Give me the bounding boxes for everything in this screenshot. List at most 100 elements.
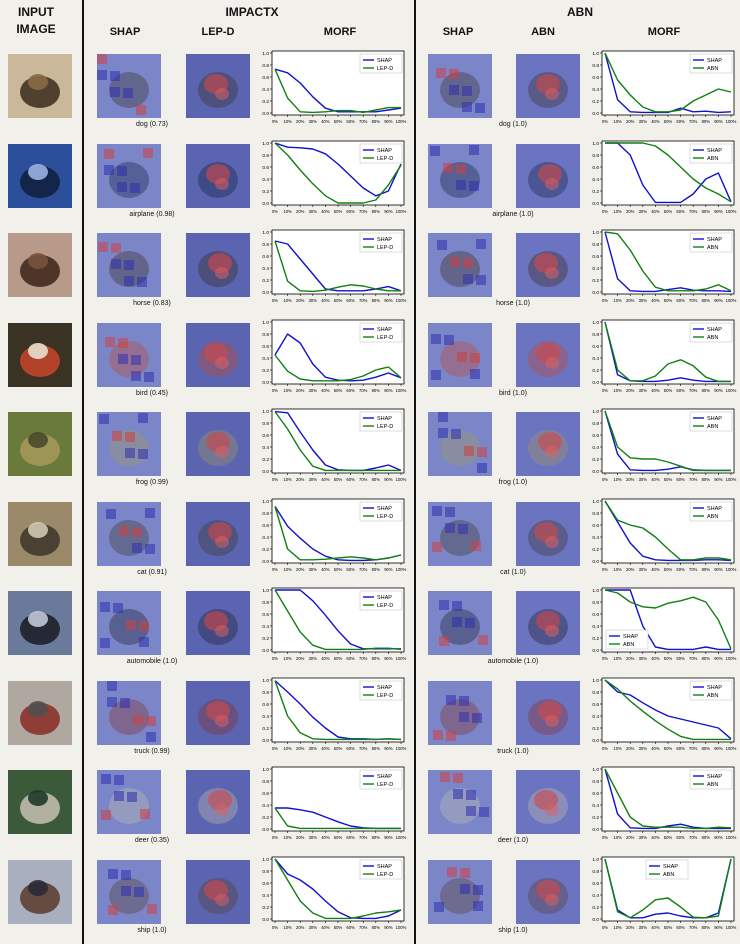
legend-label: LEP-D — [377, 782, 393, 788]
impactx-shap-map-horse — [97, 233, 161, 297]
y-tick-label: 1.0 — [592, 409, 599, 415]
legend-label: SHAP — [623, 634, 638, 640]
legend-label: SHAP — [377, 774, 392, 780]
x-tick-label: 20% — [296, 746, 305, 751]
series-line-shap — [604, 231, 732, 293]
x-tick-label: 10% — [283, 209, 292, 214]
input-image-airplane — [8, 143, 72, 208]
legend-label: SHAP — [663, 864, 678, 870]
y-tick-label: 0.4 — [262, 714, 269, 720]
x-tick-label: 40% — [651, 835, 660, 840]
x-tick-label: 80% — [702, 925, 711, 930]
y-tick-label: 0.0 — [262, 380, 269, 386]
y-tick-label: 0.4 — [262, 624, 269, 630]
y-tick-label: 0.0 — [592, 827, 599, 833]
input-image-ship — [8, 859, 72, 924]
x-tick-label: 90% — [714, 209, 723, 214]
x-tick-label: 0% — [272, 477, 278, 482]
x-tick-label: 30% — [639, 477, 648, 482]
y-tick-label: 0.4 — [262, 445, 269, 451]
abn-morf-col-header: MORF — [647, 26, 681, 38]
y-tick-label: 0.6 — [592, 344, 599, 350]
x-tick-label: 100% — [726, 567, 737, 572]
y-tick-label: 1.0 — [592, 230, 599, 236]
abn-morf-truck-chart: 0.0 0.2 0.4 0.6 0.8 1.0 0% 10% 20% 30% 40% 50% 60% 70… — [592, 677, 737, 751]
x-tick-label: 10% — [613, 209, 622, 214]
x-tick-label: 70% — [359, 567, 368, 572]
impactx-lepd-col-header: LEP-D — [201, 26, 235, 38]
x-tick-label: 20% — [296, 925, 305, 930]
impactx-shap-map-deer — [97, 770, 161, 834]
y-tick-label: 0.0 — [592, 917, 599, 923]
x-tick-label: 30% — [309, 567, 318, 572]
impactx-prediction-label: deer (0.35) — [134, 837, 170, 844]
abn-morf-automobile-chart: 0.0 0.2 0.4 0.6 0.8 1.0 0% 10% 20% 30% 40% 50% 60% 70… — [592, 587, 737, 661]
x-tick-label: 30% — [309, 119, 318, 124]
legend-label: SHAP — [377, 864, 392, 870]
abn-morf-cat-chart: 0.0 0.2 0.4 0.6 0.8 1.0 0% 10% 20% 30% 40% 50% 60% 70… — [592, 498, 737, 572]
series-line-abn — [604, 321, 731, 382]
x-tick-label: 20% — [626, 119, 635, 124]
x-tick-label: 50% — [334, 835, 343, 840]
abn-attention-map-truck — [516, 680, 580, 745]
y-tick-label: 0.2 — [592, 547, 599, 553]
series-line-lep-d — [274, 68, 401, 114]
y-tick-label: 0.2 — [592, 99, 599, 105]
series-line-shap — [274, 68, 402, 113]
impactx-prediction-label: truck (0.99) — [134, 747, 170, 755]
abn-morf-bird-chart: 0.0 0.2 0.4 0.6 0.8 1.0 0% 10% 20% 30% 40% 50% 60% 70… — [592, 319, 737, 393]
y-tick-label: 0.0 — [262, 201, 269, 207]
y-tick-label: 0.6 — [262, 344, 269, 350]
x-tick-label: 90% — [384, 835, 393, 840]
x-tick-label: 10% — [283, 388, 292, 393]
x-tick-label: 30% — [309, 209, 318, 214]
legend-label: SHAP — [377, 506, 392, 512]
y-tick-label: 0.0 — [592, 469, 599, 475]
y-tick-label: 0.4 — [592, 87, 599, 93]
y-tick-label: 0.6 — [262, 165, 269, 171]
y-tick-label: 0.4 — [262, 803, 269, 809]
x-tick-label: 50% — [334, 567, 343, 572]
y-tick-label: 0.6 — [262, 791, 269, 797]
y-tick-label: 0.0 — [262, 111, 269, 117]
x-tick-label: 50% — [664, 388, 673, 393]
impactx-shap-map-frog — [97, 412, 161, 476]
x-tick-label: 40% — [651, 388, 660, 393]
x-tick-label: 20% — [296, 209, 305, 214]
impactx-morf-automobile-chart: 0.0 0.2 0.4 0.6 0.8 1.0 0% 10% 20% 30% 40% 50% 60% 70… — [262, 587, 407, 661]
x-tick-label: 10% — [613, 746, 622, 751]
x-tick-label: 50% — [664, 925, 673, 930]
x-tick-label: 30% — [309, 477, 318, 482]
plot-area — [601, 498, 735, 563]
abn-shap-map-frog — [428, 412, 492, 476]
legend-label: ABN — [707, 782, 718, 788]
x-tick-label: 90% — [384, 209, 393, 214]
abn-attention-map-cat — [516, 501, 580, 566]
impactx-header: IMPACTX — [225, 5, 279, 19]
x-tick-label: 100% — [396, 298, 407, 303]
y-tick-label: 0.2 — [592, 457, 599, 463]
legend-label: ABN — [707, 156, 718, 162]
x-tick-label: 50% — [664, 477, 673, 482]
y-tick-label: 0.6 — [592, 612, 599, 618]
input-image-frog — [8, 412, 72, 476]
x-tick-label: 0% — [602, 835, 608, 840]
legend-label: SHAP — [377, 237, 392, 243]
x-tick-label: 70% — [689, 209, 698, 214]
x-tick-label: 30% — [639, 925, 648, 930]
x-tick-label: 60% — [676, 567, 685, 572]
x-tick-label: 80% — [372, 477, 381, 482]
x-tick-label: 80% — [372, 925, 381, 930]
x-tick-label: 90% — [384, 477, 393, 482]
x-tick-label: 100% — [726, 656, 737, 661]
x-tick-label: 60% — [676, 209, 685, 214]
impactx-prediction-label: cat (0.91) — [137, 568, 167, 576]
y-tick-label: 0.2 — [262, 547, 269, 553]
x-tick-label: 70% — [359, 835, 368, 840]
x-tick-label: 0% — [272, 298, 278, 303]
y-tick-label: 0.8 — [592, 332, 599, 338]
y-tick-label: 1.0 — [592, 320, 599, 326]
x-tick-label: 20% — [296, 388, 305, 393]
x-tick-label: 30% — [639, 656, 648, 661]
y-tick-label: 0.6 — [262, 523, 269, 529]
